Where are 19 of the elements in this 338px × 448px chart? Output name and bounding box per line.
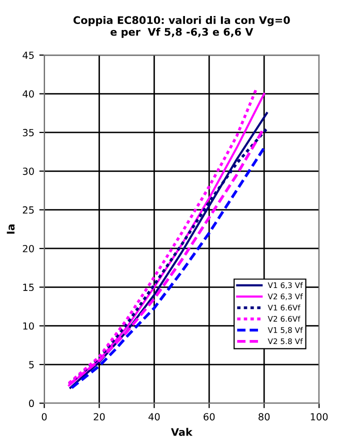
y-tick-label: 25: [22, 206, 34, 214]
x-tick-label: 0: [42, 413, 47, 420]
y-tick-label: 15: [23, 284, 34, 291]
y-tick-label: 10: [23, 322, 34, 330]
x-tick-label: 60: [204, 413, 215, 420]
y-axis-title: Ia: [6, 224, 15, 234]
y-tick-label: 40: [22, 90, 34, 98]
x-axis-title: Vak: [171, 428, 193, 436]
y-tick-label: 20: [22, 244, 34, 252]
y-tick-label: 30: [22, 168, 34, 175]
y-tick-label: 0: [29, 400, 34, 408]
y-tick-label: 5: [29, 361, 34, 368]
x-tick-label: 40: [148, 413, 160, 420]
chart-title: Coppia EC8010: valori di Ia con Vg=0 e per Vf 5,8 -6,3 e 6,6 V: [73, 16, 290, 38]
y-tick-label: 45: [22, 52, 34, 59]
x-tick-label: 80: [258, 413, 270, 420]
x-tick-label: 100: [310, 413, 328, 420]
x-tick-label: 20: [94, 413, 105, 420]
y-tick-label: 35: [22, 128, 34, 136]
